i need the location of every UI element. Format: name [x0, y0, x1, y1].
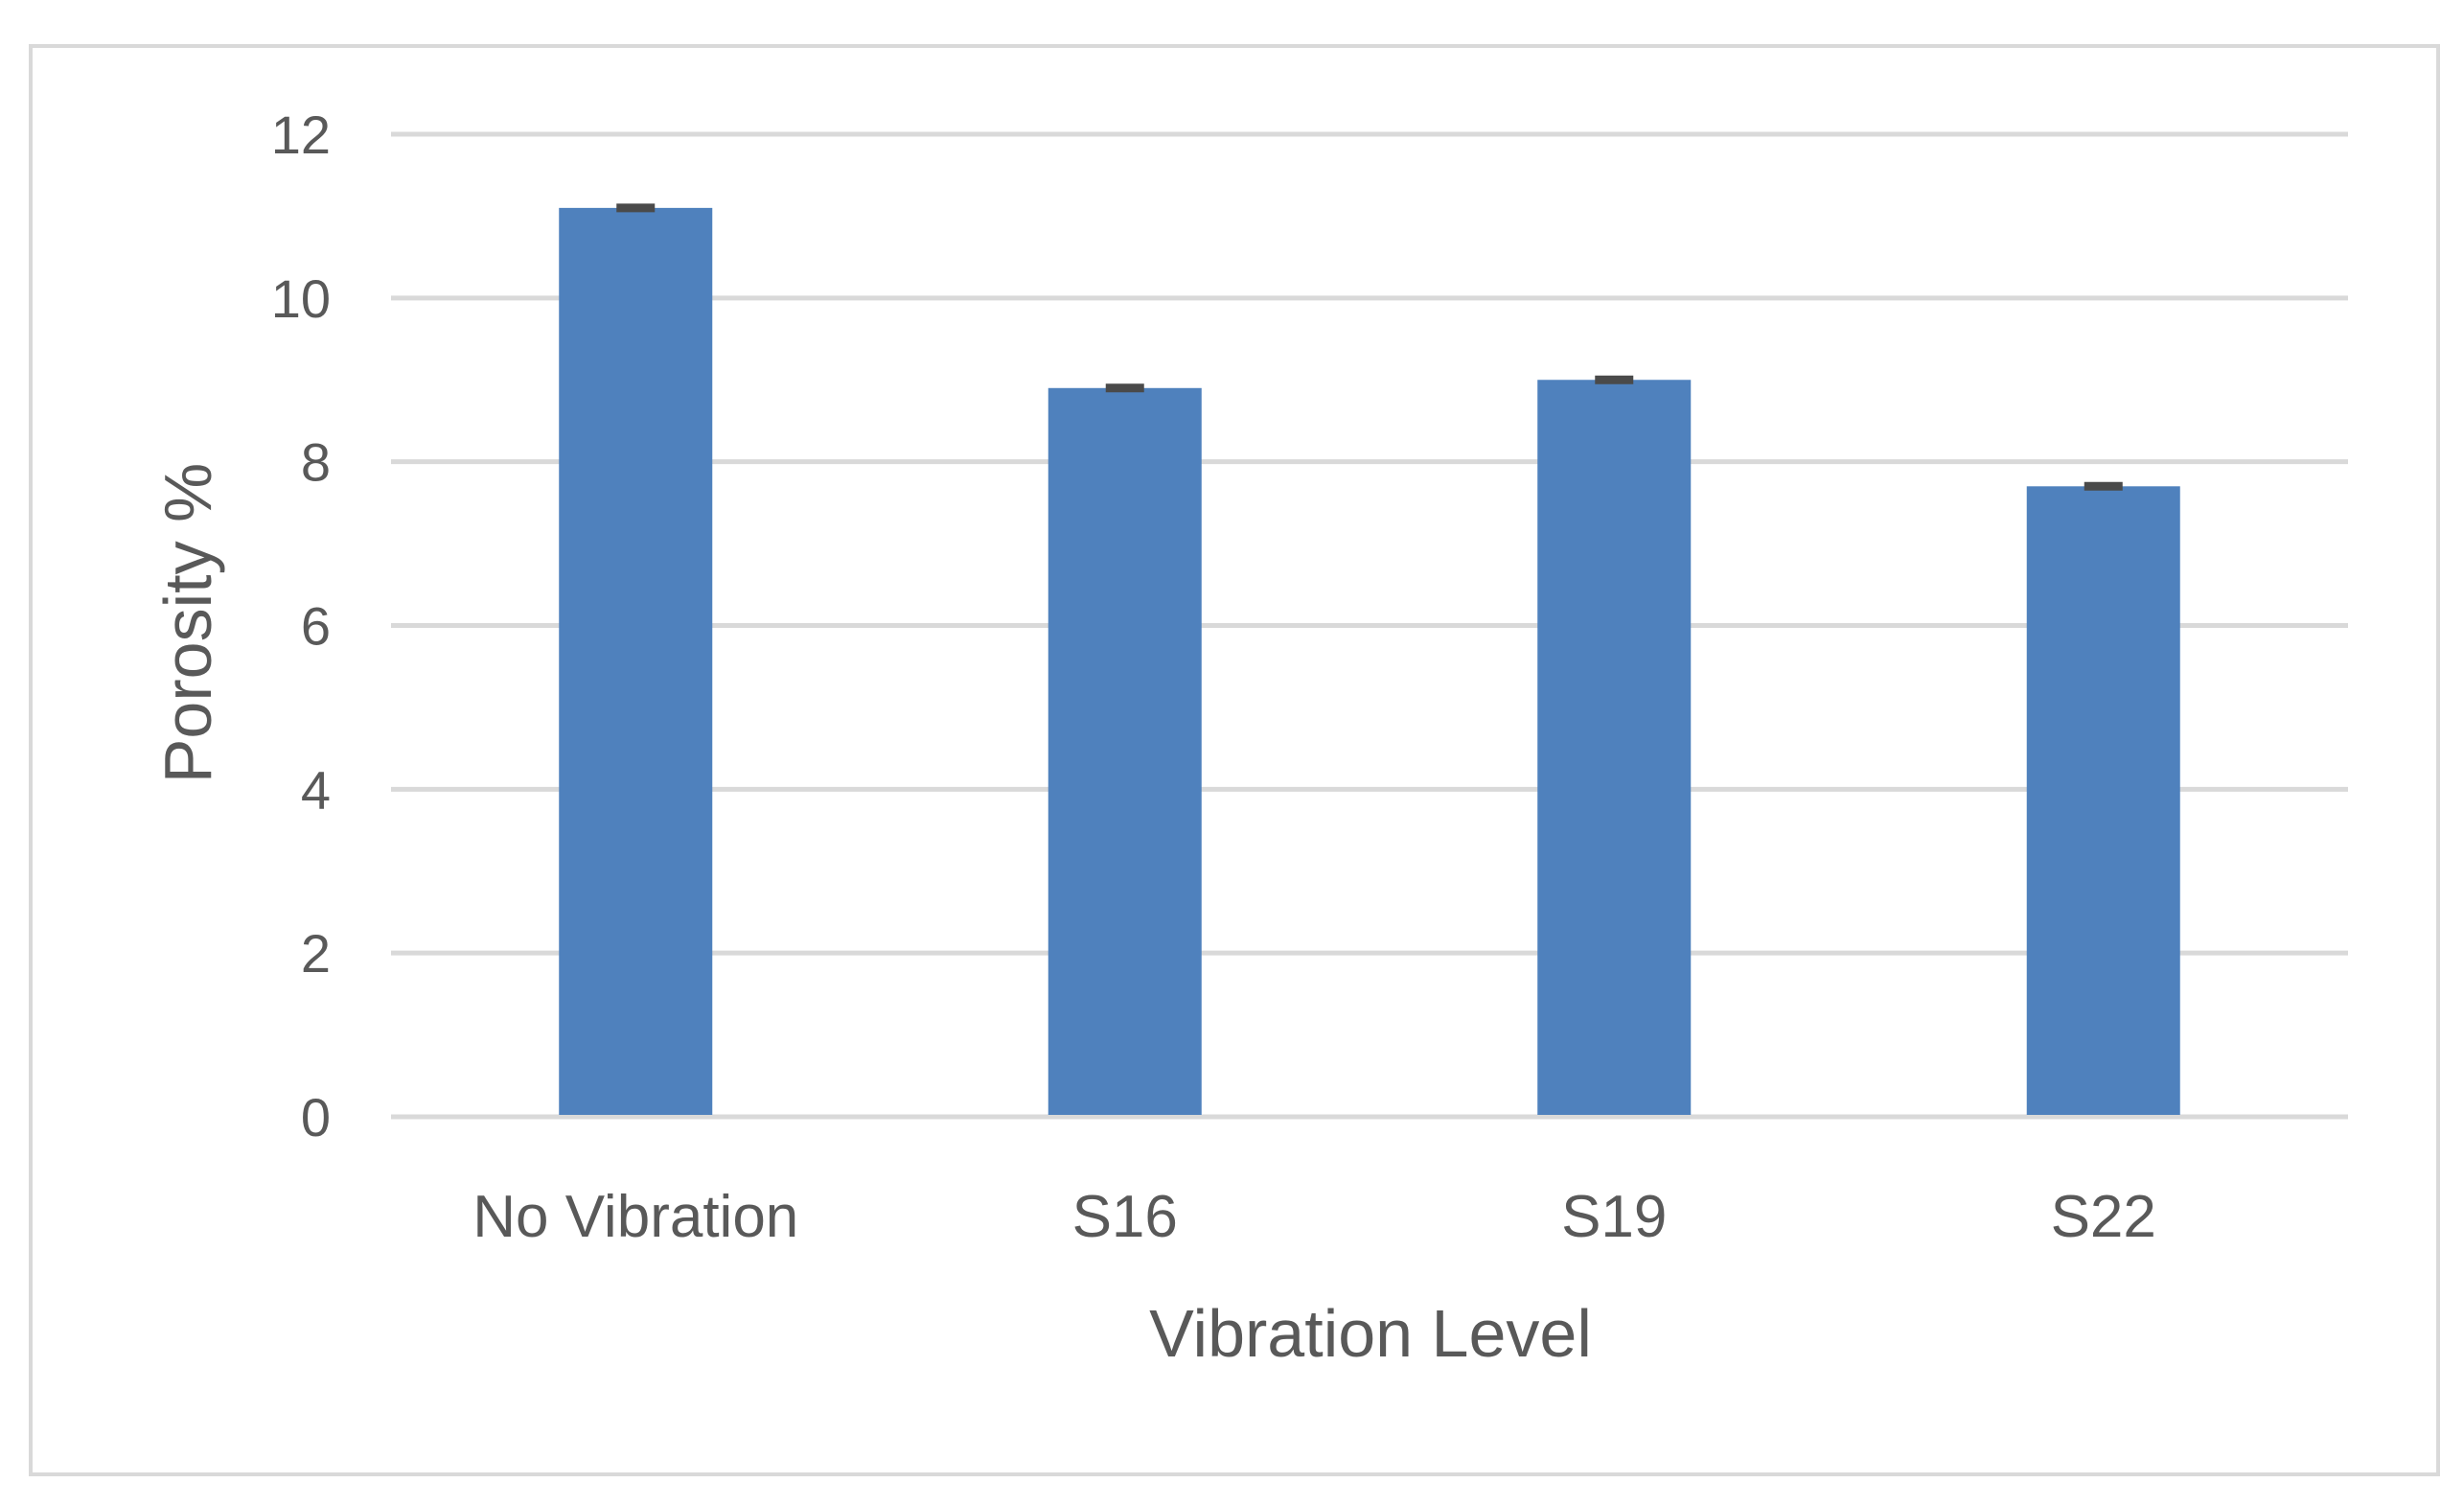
bar [1537, 380, 1692, 1115]
x-tick-label: S19 [1561, 1184, 1667, 1250]
error-bars [616, 203, 2123, 491]
x-axis-tick-labels: No Vibration S16 S19 S22 [472, 1184, 2156, 1250]
bars [559, 207, 2180, 1116]
y-tick-label: 10 [271, 268, 331, 329]
y-tick-label: 8 [301, 432, 331, 493]
bar [1048, 387, 1202, 1116]
y-tick-label: 6 [301, 596, 331, 657]
y-axis-tick-labels: 0 2 4 6 8 10 12 [271, 104, 331, 1147]
gridlines [391, 131, 2348, 1120]
bar [2026, 486, 2180, 1116]
y-tick-label: 4 [301, 759, 331, 820]
x-tick-label: S16 [1072, 1184, 1178, 1250]
y-axis-title: Porosity % [150, 463, 225, 784]
y-tick-label: 12 [271, 104, 331, 165]
bar [559, 207, 713, 1115]
x-tick-label: S22 [2051, 1184, 2156, 1250]
y-tick-label: 2 [301, 923, 331, 984]
x-axis-title: Vibration Level [1149, 1296, 1592, 1371]
x-tick-label: No Vibration [472, 1184, 798, 1250]
y-tick-label: 0 [301, 1087, 331, 1147]
